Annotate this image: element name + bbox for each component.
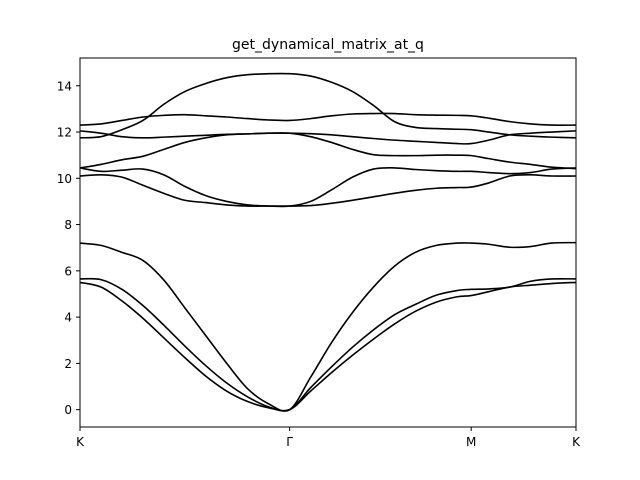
y-tick-label: 6 bbox=[64, 264, 72, 278]
y-tick-label: 12 bbox=[57, 126, 72, 140]
x-tick-label: Γ bbox=[286, 435, 293, 449]
band-line-9 bbox=[79, 112, 577, 126]
x-tick-label: M bbox=[466, 435, 476, 449]
band-line-1 bbox=[79, 281, 577, 412]
y-tick-label: 14 bbox=[57, 79, 72, 93]
y-tick-label: 10 bbox=[57, 172, 72, 186]
x-tick-label: K bbox=[76, 435, 85, 449]
band-line-6 bbox=[79, 132, 577, 170]
plot-frame bbox=[79, 57, 577, 428]
band-line-5 bbox=[79, 167, 577, 208]
y-tick-label: 2 bbox=[64, 357, 72, 371]
y-axis: 0 2 4 6 8 10 12 14 bbox=[57, 79, 80, 417]
y-tick-label: 0 bbox=[64, 403, 72, 417]
chart-title: get_dynamical_matrix_at_q bbox=[232, 37, 424, 53]
x-tick-label: K bbox=[572, 435, 581, 449]
band-line-2 bbox=[79, 277, 577, 412]
band-line-8 bbox=[79, 72, 577, 139]
y-tick-label: 8 bbox=[64, 218, 72, 232]
y-tick-label: 4 bbox=[64, 311, 72, 325]
band-line-4 bbox=[79, 174, 577, 207]
band-line-7 bbox=[79, 130, 577, 145]
bands-layer bbox=[79, 72, 577, 412]
band-line-3 bbox=[79, 241, 577, 412]
